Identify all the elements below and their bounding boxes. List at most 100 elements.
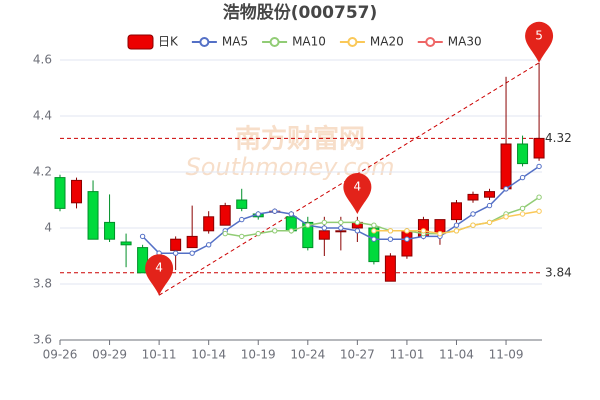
ma-point	[519, 174, 526, 181]
x-tick-label: 10-11	[142, 348, 177, 362]
ma-point	[536, 163, 542, 170]
ma-point	[288, 211, 294, 217]
ma-point	[503, 186, 509, 192]
y-tick-label: 4	[44, 221, 52, 235]
legend-swatch	[199, 37, 210, 47]
legend-swatch	[347, 37, 358, 47]
ma-point	[272, 228, 278, 234]
ma-point	[536, 194, 542, 200]
mark-pin-label: 4	[354, 180, 362, 194]
legend-label: MA10	[292, 35, 326, 49]
candle-body	[318, 230, 330, 240]
ma-point	[536, 208, 542, 214]
mark-pin-label: 4	[155, 261, 163, 275]
candle-body	[533, 137, 545, 159]
y-tick-label: 4.6	[33, 53, 52, 67]
y-tick-label: 3.8	[33, 277, 52, 291]
candle-body	[450, 202, 462, 221]
ma-point	[239, 233, 245, 240]
ma-point	[519, 205, 526, 212]
ma-point	[354, 228, 361, 234]
candle-body	[368, 227, 380, 263]
candle-body	[302, 221, 314, 249]
ma-point	[255, 230, 261, 237]
ma-point	[305, 222, 311, 228]
ma-point	[453, 228, 460, 234]
x-tick-label: 10-27	[340, 348, 375, 362]
ma-point	[321, 225, 328, 231]
candle-body	[236, 199, 248, 209]
candle-body	[120, 241, 132, 246]
x-tick-label: 10-24	[290, 348, 325, 362]
x-tick-label: 09-26	[43, 348, 78, 362]
x-tick-label: 11-09	[489, 348, 524, 362]
candle-body	[54, 177, 66, 209]
ma-point	[321, 219, 328, 226]
mark-pin	[343, 173, 372, 214]
ma-point	[437, 230, 443, 237]
ma-point	[387, 228, 394, 234]
ma-point	[338, 225, 344, 231]
ma-point	[172, 250, 179, 256]
ma-point	[404, 228, 410, 234]
ma-point	[371, 222, 377, 228]
candle-body	[137, 247, 149, 274]
mark-line-label: 3.84	[545, 265, 572, 279]
candle-body	[219, 205, 231, 226]
mark-pin	[525, 21, 554, 63]
mark-pin	[145, 254, 174, 296]
watermark: 南方财富网	[235, 124, 365, 155]
ma-point	[222, 230, 228, 237]
ma-point	[519, 211, 526, 217]
candle-body	[500, 143, 512, 190]
x-tick-label: 11-01	[389, 348, 424, 362]
ma-point	[338, 219, 344, 226]
candle-body	[170, 238, 182, 251]
ma-point	[453, 222, 460, 228]
legend-label: 日K	[158, 35, 179, 49]
legend-swatch	[127, 34, 154, 50]
ma-point	[205, 242, 212, 248]
candle-body	[104, 221, 116, 240]
mark-pin-label: 5	[535, 28, 543, 42]
legend-label: MA30	[448, 35, 482, 49]
trend-line	[158, 62, 540, 296]
candle-body	[71, 179, 83, 204]
ma-point	[470, 222, 476, 228]
ma-point	[354, 219, 361, 226]
ma-point	[272, 208, 278, 214]
ma-point	[139, 233, 146, 240]
ma-point	[371, 236, 377, 242]
ma-point	[503, 214, 509, 220]
mark-line-label: 4.32	[545, 131, 572, 145]
ma-point	[239, 216, 245, 223]
ma-point	[470, 211, 476, 217]
candle-body	[484, 191, 496, 198]
x-tick-label: 09-29	[92, 348, 127, 362]
ma-point	[486, 219, 493, 226]
legend-label: MA20	[370, 35, 404, 49]
legend-swatch	[269, 37, 280, 47]
ma-point	[189, 250, 195, 256]
ma-point	[387, 236, 394, 242]
candle-body	[335, 230, 347, 233]
y-tick-label: 3.6	[33, 333, 52, 347]
candle-body	[186, 235, 198, 249]
y-tick-label: 4.4	[33, 109, 52, 123]
legend-swatch	[425, 37, 436, 47]
ma-point	[486, 202, 493, 209]
chart-title: 浩物股份(000757)	[223, 2, 378, 23]
x-tick-label: 10-19	[241, 348, 276, 362]
ma-point	[255, 211, 261, 217]
ma-point	[404, 236, 410, 242]
ma-point	[288, 228, 294, 234]
ma-point	[420, 228, 427, 234]
x-tick-label: 11-04	[439, 348, 474, 362]
candle-body	[467, 193, 479, 201]
legend-label: MA5	[222, 35, 248, 49]
x-tick-label: 10-14	[191, 348, 226, 362]
ma-point	[371, 228, 377, 234]
candle-body	[87, 191, 99, 240]
candle-body	[517, 143, 529, 165]
